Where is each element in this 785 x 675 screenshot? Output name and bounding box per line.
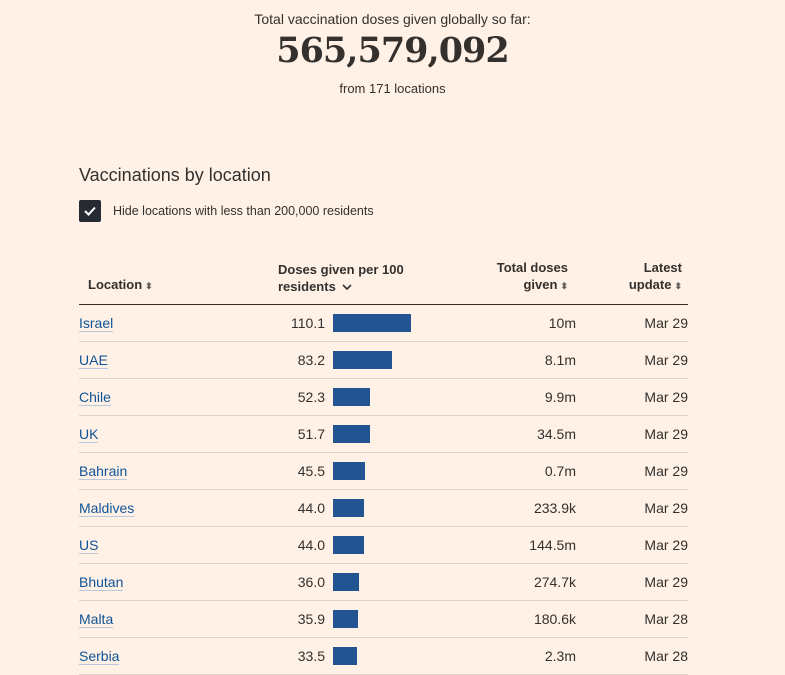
location-link[interactable]: US <box>79 537 99 554</box>
table-row: UAE 83.2 8.1m Mar 29 <box>79 341 688 379</box>
column-header-total-doses[interactable]: Total doses given ⬍ <box>448 255 576 305</box>
column-header-latest-label-line2: update <box>628 277 672 292</box>
total-doses-value: 233.9k <box>448 489 576 527</box>
location-link[interactable]: Bahrain <box>79 463 128 480</box>
location-link[interactable]: UK <box>79 426 99 443</box>
total-doses-value: 0.7m <box>448 452 576 490</box>
hero-caption: Total vaccination doses given globally s… <box>254 11 531 27</box>
total-doses-value: 8.1m <box>448 341 576 379</box>
location-link[interactable]: Israel <box>79 315 114 332</box>
doses-bar <box>333 351 392 369</box>
filter-label: Hide locations with less than 200,000 re… <box>113 204 374 218</box>
doses-per-100-value: 33.5 <box>297 648 325 664</box>
latest-update-value: Mar 29 <box>576 526 688 564</box>
table-row: Chile 52.3 9.9m Mar 29 <box>79 378 688 416</box>
check-icon <box>84 206 96 216</box>
sort-arrows-icon: ⬍ <box>145 281 153 291</box>
hero-subtitle: from 171 locations <box>339 81 446 96</box>
latest-update-value: Mar 29 <box>576 489 688 527</box>
doses-bar <box>333 314 411 332</box>
doses-per-100-value: 51.7 <box>297 426 325 442</box>
total-doses-value: 9.9m <box>448 378 576 416</box>
column-header-latest-update[interactable]: Latest update ⬍ <box>576 255 688 305</box>
latest-update-value: Mar 29 <box>576 452 688 490</box>
table-row: Serbia 33.5 2.3m Mar 28 <box>79 637 688 675</box>
doses-per-100-value: 83.2 <box>297 352 325 368</box>
table-row: Malta 35.9 180.6k Mar 28 <box>79 600 688 638</box>
doses-bar <box>333 647 357 665</box>
location-link[interactable]: Serbia <box>79 648 120 665</box>
table-row: Bhutan 36.0 274.7k Mar 29 <box>79 563 688 601</box>
total-doses-value: 144.5m <box>448 526 576 564</box>
total-doses-value: 180.6k <box>448 600 576 638</box>
doses-bar <box>333 425 370 443</box>
latest-update-value: Mar 28 <box>576 637 688 675</box>
table-row: Maldives 44.0 233.9k Mar 29 <box>79 489 688 527</box>
location-link[interactable]: Bhutan <box>79 574 124 591</box>
vaccination-table: Location ⬍ Doses given per 100 residents … <box>79 255 688 675</box>
doses-bar <box>333 388 370 406</box>
column-header-doses-label-line2: residents <box>278 279 336 294</box>
table-row: US 44.0 144.5m Mar 29 <box>79 526 688 564</box>
total-doses-value: 2.3m <box>448 637 576 675</box>
latest-update-value: Mar 29 <box>576 415 688 453</box>
latest-update-value: Mar 29 <box>576 341 688 379</box>
total-doses-value: 274.7k <box>448 563 576 601</box>
latest-update-value: Mar 28 <box>576 600 688 638</box>
latest-update-value: Mar 29 <box>576 563 688 601</box>
table-row: Bahrain 45.5 0.7m Mar 29 <box>79 452 688 490</box>
location-link[interactable]: UAE <box>79 352 108 369</box>
table-header-row: Location ⬍ Doses given per 100 residents … <box>79 255 688 305</box>
global-total-doses: 565,579,092 <box>276 30 510 71</box>
location-link[interactable]: Maldives <box>79 500 135 517</box>
column-header-total-label-line2: given <box>523 277 558 292</box>
doses-per-100-value: 44.0 <box>297 500 325 516</box>
latest-update-value: Mar 29 <box>576 378 688 416</box>
doses-per-100-value: 35.9 <box>297 611 325 627</box>
hide-small-locations-checkbox[interactable] <box>79 200 101 222</box>
column-header-doses-label-line1: Doses given per 100 <box>278 262 404 277</box>
hide-small-locations-filter[interactable]: Hide locations with less than 200,000 re… <box>79 200 374 222</box>
column-header-doses-per-100[interactable]: Doses given per 100 residents <box>278 255 448 305</box>
doses-bar <box>333 573 359 591</box>
total-doses-value: 10m <box>448 304 576 342</box>
section-title: Vaccinations by location <box>79 165 271 185</box>
sort-arrows-icon: ⬍ <box>560 281 568 291</box>
doses-bar <box>333 610 358 628</box>
table-row: Israel 110.1 10m Mar 29 <box>79 304 688 342</box>
latest-update-value: Mar 29 <box>576 304 688 342</box>
location-link[interactable]: Chile <box>79 389 111 406</box>
column-header-location[interactable]: Location ⬍ <box>79 255 278 305</box>
doses-per-100-value: 44.0 <box>297 537 325 553</box>
doses-per-100-value: 110.1 <box>291 315 325 331</box>
column-header-latest-label-line1: Latest <box>643 260 682 275</box>
doses-bar <box>333 499 364 517</box>
doses-per-100-value: 52.3 <box>297 389 325 405</box>
doses-bar <box>333 536 364 554</box>
column-header-location-label: Location <box>88 277 143 292</box>
chevron-down-icon <box>342 284 353 291</box>
total-doses-value: 34.5m <box>448 415 576 453</box>
location-link[interactable]: Malta <box>79 611 114 628</box>
doses-per-100-value: 45.5 <box>297 463 325 479</box>
sort-arrows-icon: ⬍ <box>674 281 682 291</box>
doses-bar <box>333 462 365 480</box>
doses-per-100-value: 36.0 <box>297 574 325 590</box>
column-header-total-label-line1: Total doses <box>496 260 568 275</box>
table-row: UK 51.7 34.5m Mar 29 <box>79 415 688 453</box>
